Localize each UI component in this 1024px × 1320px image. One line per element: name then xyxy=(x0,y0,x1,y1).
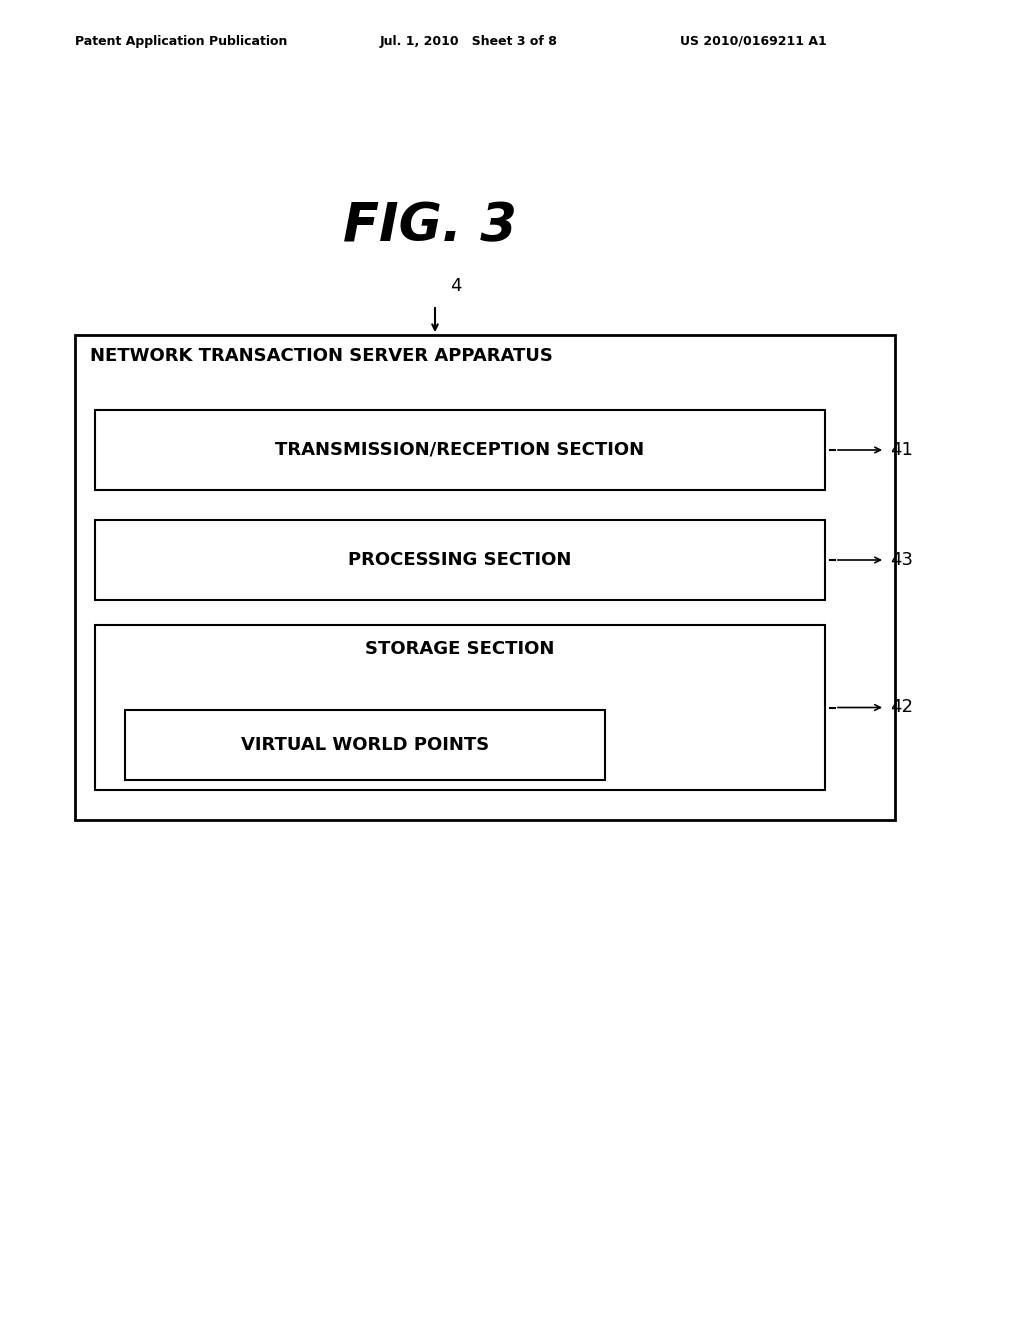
Text: PROCESSING SECTION: PROCESSING SECTION xyxy=(348,550,571,569)
Text: 41: 41 xyxy=(890,441,912,459)
FancyBboxPatch shape xyxy=(95,624,825,789)
Text: 43: 43 xyxy=(890,550,913,569)
Text: FIG. 3: FIG. 3 xyxy=(343,201,517,252)
Text: VIRTUAL WORLD POINTS: VIRTUAL WORLD POINTS xyxy=(241,737,489,754)
Text: Patent Application Publication: Patent Application Publication xyxy=(75,36,288,48)
Text: US 2010/0169211 A1: US 2010/0169211 A1 xyxy=(680,36,826,48)
Text: 4: 4 xyxy=(450,277,462,294)
Text: NETWORK TRANSACTION SERVER APPARATUS: NETWORK TRANSACTION SERVER APPARATUS xyxy=(90,347,553,366)
FancyBboxPatch shape xyxy=(75,335,895,820)
Text: TRANSMISSION/RECEPTION SECTION: TRANSMISSION/RECEPTION SECTION xyxy=(275,441,644,459)
Text: Jul. 1, 2010   Sheet 3 of 8: Jul. 1, 2010 Sheet 3 of 8 xyxy=(380,36,558,48)
FancyBboxPatch shape xyxy=(125,710,605,780)
Text: 42: 42 xyxy=(890,698,913,717)
FancyBboxPatch shape xyxy=(95,520,825,601)
Text: STORAGE SECTION: STORAGE SECTION xyxy=(366,640,555,657)
FancyBboxPatch shape xyxy=(95,411,825,490)
